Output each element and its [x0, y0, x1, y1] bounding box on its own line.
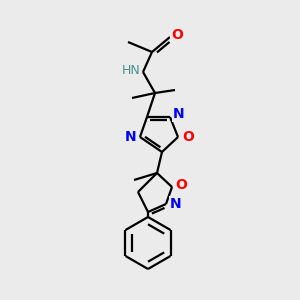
Text: N: N	[173, 107, 185, 121]
Text: O: O	[171, 28, 183, 42]
Text: O: O	[182, 130, 194, 144]
Text: N: N	[170, 197, 182, 211]
Text: O: O	[175, 178, 187, 192]
Text: N: N	[125, 130, 137, 144]
Text: HN: HN	[122, 64, 140, 77]
